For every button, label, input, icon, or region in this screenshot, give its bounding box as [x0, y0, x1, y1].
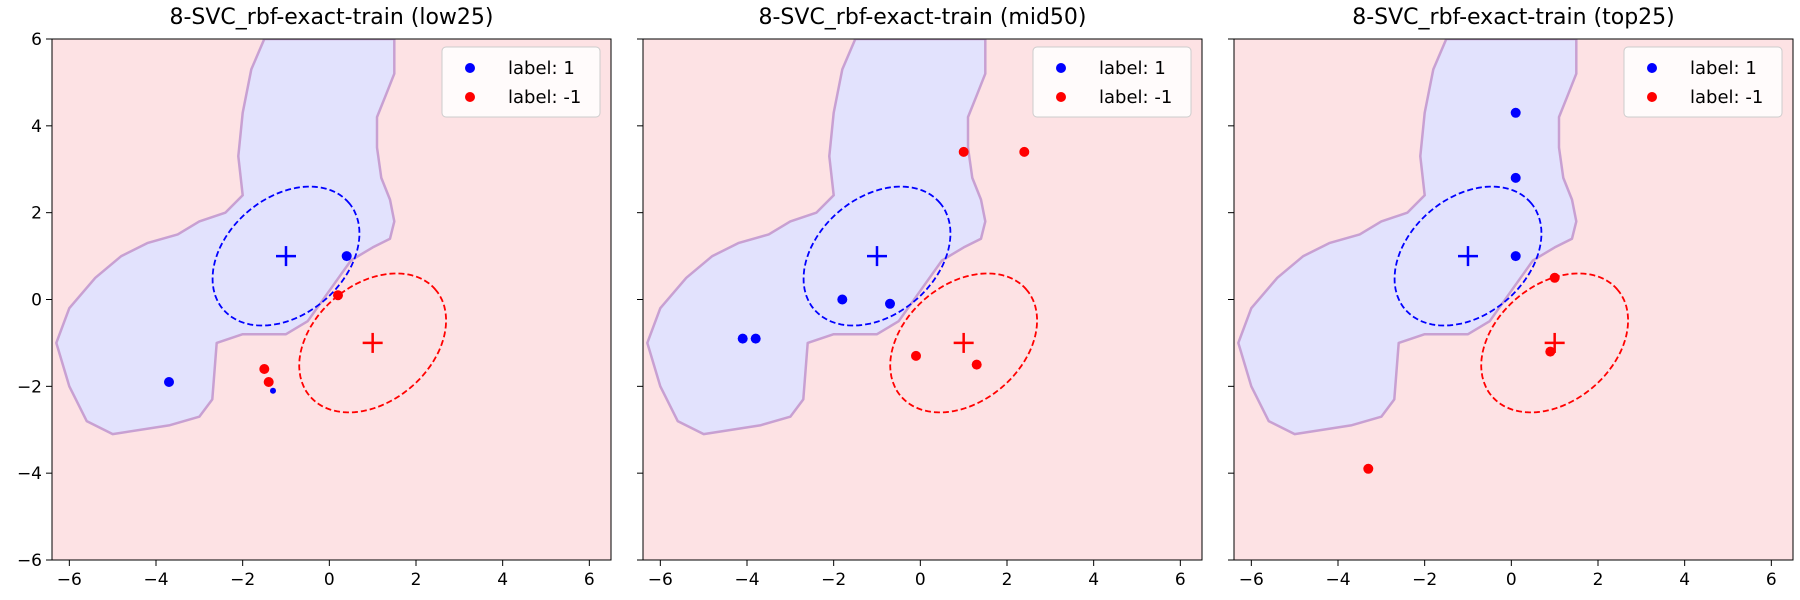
data-point: [885, 298, 895, 309]
subplot-2: 8-SVC_rbf-exact-train (mid50) −6 −4 −2 0 2 4 6 l…: [637, 5, 1203, 590]
y-tick-label: 6: [31, 30, 42, 50]
data-point: [270, 387, 276, 394]
data-point: [1545, 346, 1556, 357]
plot-area: [646, 39, 1039, 436]
data-point: [1510, 251, 1521, 262]
x-tick-label: −4: [143, 570, 168, 590]
center-marker-label--1: [953, 332, 974, 353]
data-point: [1549, 272, 1560, 283]
x-tick-label: 0: [915, 570, 926, 590]
chart-title: 8-SVC_rbf-exact-train (mid50): [759, 5, 1087, 30]
legend-marker: [465, 92, 475, 102]
legend-marker: [1056, 63, 1066, 73]
data-point: [971, 359, 982, 370]
legend-marker: [1056, 92, 1066, 102]
legend: label: 1 label: -1: [1032, 46, 1192, 118]
x-tick-label: 6: [584, 570, 595, 590]
y-tick-label: −6: [17, 551, 42, 571]
data-point: [1510, 107, 1521, 118]
center-marker-label-1: [867, 246, 887, 267]
chart-title: 8-SVC_rbf-exact-train (low25): [169, 5, 493, 30]
x-tick-label: −2: [821, 570, 846, 590]
data-point: [911, 350, 921, 361]
plot-area: [1237, 39, 1630, 474]
legend-label: label: -1: [1099, 87, 1172, 108]
x-tick-label: 2: [411, 570, 422, 590]
y-tick-label: 4: [31, 117, 42, 137]
legend: label: 1 label: -1: [441, 46, 601, 118]
legend-label: label: -1: [1690, 87, 1763, 108]
x-tick-label: 0: [1506, 570, 1517, 590]
x-tick-label: −2: [1412, 570, 1437, 590]
data-point: [750, 333, 761, 344]
y-tick-label: −4: [17, 464, 42, 484]
x-tick-label: 4: [1679, 570, 1690, 590]
legend: label: 1 label: -1: [1623, 46, 1783, 118]
data-point: [341, 251, 352, 262]
data-point: [164, 377, 174, 387]
data-point: [1019, 146, 1030, 157]
legend-box: [1623, 46, 1783, 118]
x-tick-label: −6: [1239, 570, 1264, 590]
center-marker-label--1: [1544, 332, 1565, 353]
legend-label: label: 1: [1099, 58, 1166, 79]
x-tick-label: 2: [1593, 570, 1604, 590]
legend-marker: [465, 63, 475, 73]
x-tick-label: 4: [1088, 570, 1099, 590]
x-tick-label: −2: [230, 570, 255, 590]
data-point: [737, 333, 748, 344]
y-tick-label: −2: [17, 377, 42, 397]
plot-area: [55, 39, 448, 436]
legend-label: label: 1: [508, 58, 575, 79]
legend-marker: [1647, 63, 1657, 73]
subplot-3: 8-SVC_rbf-exact-train (top25) −6 −4 −2 0 2 4 6 l…: [1228, 5, 1794, 590]
legend-box: [1032, 46, 1192, 118]
legend-marker: [1647, 92, 1657, 102]
y-tick-label: 2: [31, 204, 42, 224]
x-tick-label: −4: [1325, 570, 1350, 590]
x-tick-label: −6: [648, 570, 673, 590]
center-marker-label-1: [1458, 246, 1478, 267]
data-point: [1510, 172, 1521, 183]
legend-label: label: -1: [508, 87, 581, 108]
data-point: [1363, 463, 1374, 474]
x-tick-label: 6: [1766, 570, 1777, 590]
x-tick-label: −4: [734, 570, 759, 590]
data-point: [263, 377, 274, 387]
subplot-1: 8-SVC_rbf-exact-train (low25) −6 −4 −2 0 2 4 6 −…: [17, 5, 612, 590]
legend-label: label: 1: [1690, 58, 1757, 79]
data-point: [333, 290, 343, 301]
x-tick-label: 0: [324, 570, 335, 590]
x-tick-label: 6: [1175, 570, 1186, 590]
x-tick-label: 4: [497, 570, 508, 590]
data-point: [259, 364, 270, 374]
data-point: [958, 146, 969, 157]
legend-box: [441, 46, 601, 118]
x-tick-label: −6: [57, 570, 82, 590]
center-marker-label-1: [276, 246, 296, 267]
y-tick-label: 0: [31, 291, 42, 311]
data-point: [837, 294, 848, 305]
x-tick-label: 2: [1002, 570, 1013, 590]
chart-title: 8-SVC_rbf-exact-train (top25): [1352, 5, 1675, 30]
center-marker-label--1: [362, 332, 383, 353]
